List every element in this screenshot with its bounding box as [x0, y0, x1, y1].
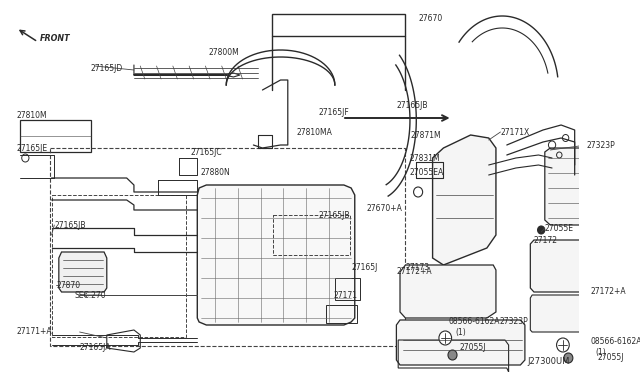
Text: (1): (1): [455, 327, 466, 337]
Text: (1): (1): [595, 347, 606, 356]
Circle shape: [538, 226, 545, 234]
Polygon shape: [545, 148, 586, 225]
Text: 27055J: 27055J: [597, 353, 624, 362]
Text: 27323P: 27323P: [500, 317, 528, 327]
Text: J27300UM: J27300UM: [528, 357, 570, 366]
Text: 27323P: 27323P: [586, 141, 615, 150]
Text: FRONT: FRONT: [40, 33, 70, 42]
Polygon shape: [433, 135, 496, 265]
Text: 08566-6162A: 08566-6162A: [590, 337, 640, 346]
Polygon shape: [59, 252, 107, 292]
Text: 27165JE: 27165JE: [16, 144, 47, 153]
Polygon shape: [531, 240, 586, 292]
Text: 27165JB: 27165JB: [54, 221, 86, 230]
Text: 27810M: 27810M: [16, 110, 47, 119]
Circle shape: [448, 350, 457, 360]
Circle shape: [564, 353, 573, 363]
Bar: [271, 14, 406, 36]
Circle shape: [557, 338, 569, 352]
Bar: [50, 148, 404, 346]
Text: 27172+A: 27172+A: [590, 288, 626, 296]
Text: 27055J: 27055J: [460, 343, 486, 353]
Bar: [20, 120, 90, 152]
Bar: [335, 278, 360, 300]
Text: 27165JB: 27165JB: [396, 100, 428, 109]
Text: 08566-6162A: 08566-6162A: [449, 317, 500, 327]
Text: 27165JB: 27165JB: [319, 211, 350, 219]
Text: 27831M: 27831M: [409, 154, 440, 163]
Text: 27165JC: 27165JC: [190, 148, 221, 157]
Text: 27172: 27172: [534, 235, 558, 244]
Text: 27171: 27171: [333, 291, 357, 299]
Text: 27871M: 27871M: [411, 131, 442, 140]
Text: 27165JD: 27165JD: [90, 64, 123, 73]
Text: 27880N: 27880N: [201, 167, 230, 176]
Text: 27165JA: 27165JA: [79, 343, 111, 353]
Bar: [52, 195, 186, 337]
Text: 27800M: 27800M: [208, 48, 239, 57]
Text: 27173: 27173: [406, 263, 429, 273]
Polygon shape: [531, 295, 586, 332]
Bar: [273, 215, 350, 255]
Polygon shape: [396, 320, 525, 365]
Text: 27810MA: 27810MA: [297, 128, 333, 137]
Text: 27870: 27870: [56, 280, 80, 289]
Text: 27670: 27670: [418, 13, 442, 22]
Text: SEC.270: SEC.270: [74, 291, 106, 299]
Text: 27172+A: 27172+A: [396, 267, 432, 276]
Text: 27171+A: 27171+A: [16, 327, 52, 337]
Bar: [326, 305, 358, 323]
Text: 27055EA: 27055EA: [409, 167, 444, 176]
Text: 27670+A: 27670+A: [367, 203, 403, 212]
Circle shape: [439, 331, 452, 345]
Polygon shape: [197, 185, 355, 325]
Text: 27165J: 27165J: [351, 263, 378, 273]
Text: 27171X: 27171X: [500, 128, 530, 137]
Polygon shape: [400, 265, 496, 318]
Text: 27055E: 27055E: [545, 224, 574, 232]
Text: 27165JF: 27165JF: [319, 108, 349, 116]
